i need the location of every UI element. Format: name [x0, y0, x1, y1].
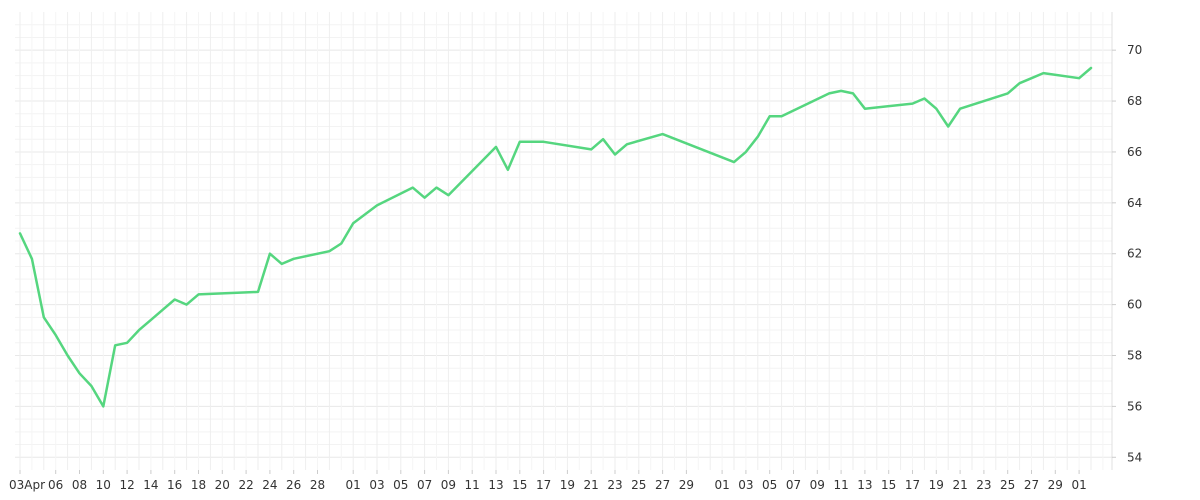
x-tick-label: 09 [810, 478, 825, 492]
x-tick-label: 28 [310, 478, 325, 492]
x-tick-label: 01 [714, 478, 729, 492]
x-tick-label: 21 [584, 478, 599, 492]
x-tick-label: 23 [607, 478, 622, 492]
x-tick-label: 29 [1048, 478, 1063, 492]
y-tick-label: 64 [1127, 196, 1142, 210]
y-tick-label: 60 [1127, 298, 1142, 312]
x-tick-label: 05 [393, 478, 408, 492]
x-tick-label: 10 [96, 478, 111, 492]
x-tick-label: 03Apr [9, 478, 45, 492]
x-tick-label: 07 [786, 478, 801, 492]
x-tick-label: 08 [72, 478, 87, 492]
x-tick-label: 11 [833, 478, 848, 492]
y-tick-label: 62 [1127, 247, 1142, 261]
x-tick-label: 17 [536, 478, 551, 492]
x-tick-label: 24 [262, 478, 277, 492]
x-axis: 03Apr 06 08 10 12 14 16 18 20 22 24 26 28 01 03 05 07 09 1… [9, 470, 1087, 492]
x-tick-label: 06 [48, 478, 63, 492]
y-tick-label: 56 [1127, 399, 1142, 413]
x-tick-label: 17 [905, 478, 920, 492]
x-tick-label: 03 [369, 478, 384, 492]
x-tick-label: 29 [679, 478, 694, 492]
y-tick-label: 66 [1127, 145, 1142, 159]
y-tick-label: 68 [1127, 94, 1142, 108]
x-tick-label: 15 [512, 478, 527, 492]
x-tick-label: 09 [441, 478, 456, 492]
x-tick-label: 18 [191, 478, 206, 492]
x-tick-label: 20 [215, 478, 230, 492]
grid [15, 12, 1112, 470]
x-tick-label: 25 [1000, 478, 1015, 492]
x-tick-label: 01 [346, 478, 361, 492]
y-tick-label: 58 [1127, 349, 1142, 363]
x-tick-label: 15 [881, 478, 896, 492]
x-tick-label: 11 [465, 478, 480, 492]
y-tick-label: 70 [1127, 43, 1142, 57]
x-tick-label: 25 [631, 478, 646, 492]
x-tick-label: 07 [417, 478, 432, 492]
x-tick-label: 16 [167, 478, 182, 492]
x-tick-label: 13 [488, 478, 503, 492]
x-tick-label: 27 [655, 478, 670, 492]
series-layer [18, 66, 1093, 408]
x-tick-label: 13 [857, 478, 872, 492]
x-tick-label: 21 [952, 478, 967, 492]
x-tick-label: 26 [286, 478, 301, 492]
series-line [18, 66, 1093, 408]
x-tick-label: 27 [1024, 478, 1039, 492]
x-tick-label: 23 [976, 478, 991, 492]
x-tick-label: 05 [762, 478, 777, 492]
y-axis: 54 56 58 60 62 64 66 68 70 [1112, 43, 1142, 464]
x-tick-label: 03 [738, 478, 753, 492]
x-tick-label: 19 [560, 478, 575, 492]
x-tick-label: 12 [119, 478, 134, 492]
x-tick-label: 14 [143, 478, 158, 492]
x-tick-label: 19 [929, 478, 944, 492]
y-tick-label: 54 [1127, 450, 1142, 464]
x-tick-label: 01 [1071, 478, 1086, 492]
x-tick-label: 22 [238, 478, 253, 492]
